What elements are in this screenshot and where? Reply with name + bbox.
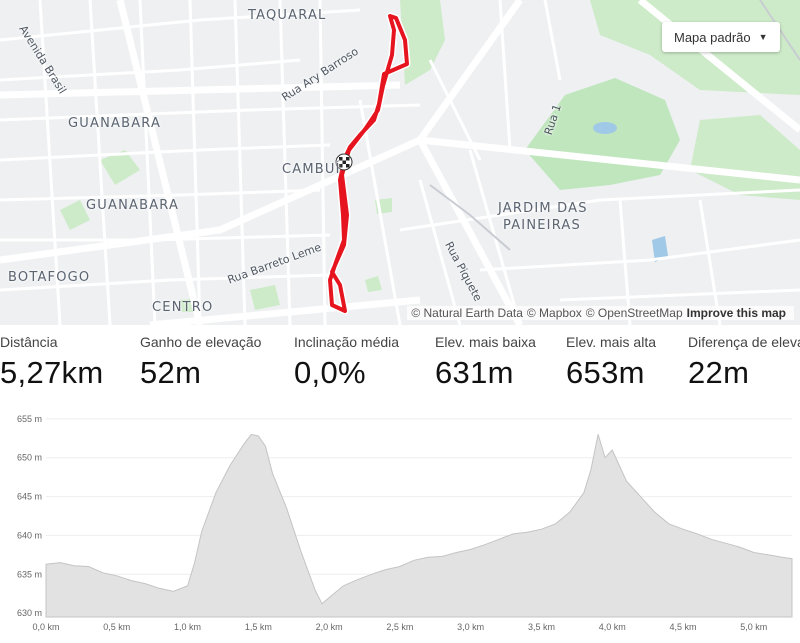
- checkered-flag-icon[interactable]: [335, 153, 353, 171]
- x-tick-label: 3,5 km: [528, 622, 555, 632]
- map-attribution: © Natural Earth Data © Mapbox © OpenStreet…: [407, 306, 794, 320]
- park-area: [250, 285, 280, 310]
- lake: [652, 236, 668, 262]
- stat-label: Ganho de elevação: [140, 334, 262, 350]
- x-tick-label: 3,0 km: [457, 622, 484, 632]
- park-area: [365, 276, 382, 292]
- elevation-stats: Distância 5,27km Ganho de elevação 52m I…: [0, 334, 800, 394]
- x-tick-label: 2,0 km: [316, 622, 343, 632]
- stat-value: 631m: [435, 355, 514, 390]
- stat-label: Elev. mais baixa: [435, 334, 536, 350]
- park-area: [690, 115, 800, 200]
- y-tick-label: 630 m: [17, 608, 42, 618]
- stat-value: 22m: [688, 355, 750, 390]
- map-style-dropdown[interactable]: Mapa padrão ▼: [662, 22, 780, 52]
- map-style-label: Mapa padrão: [674, 29, 751, 45]
- major-roads: [0, 0, 800, 325]
- neighborhood-label: CAMBUÍ: [282, 162, 341, 177]
- stat-value: 5,27km: [0, 355, 104, 390]
- elevation-chart[interactable]: 630 m 635 m 640 m 645 m 650 m 655 m 0,0 km 0,5…: [0, 405, 800, 643]
- x-tick-label: 4,0 km: [599, 622, 626, 632]
- y-axis: 630 m 635 m 640 m 645 m 650 m 655 m: [17, 414, 42, 618]
- stat-value: 52m: [140, 355, 202, 390]
- y-tick-label: 645 m: [17, 492, 42, 502]
- neighborhood-label: BOTAFOGO: [8, 270, 91, 285]
- x-tick-label: 4,5 km: [669, 622, 696, 632]
- route-map[interactable]: TAQUARAL GUANABARA GUANABARA CAMBUÍ JARD…: [0, 0, 800, 325]
- x-tick-label: 2,5 km: [386, 622, 413, 632]
- x-tick-label: 1,5 km: [245, 622, 272, 632]
- neighborhood-label: PAINEIRAS: [503, 218, 581, 233]
- neighborhood-label: JARDIM DAS: [498, 201, 588, 216]
- x-tick-label: 5,0 km: [740, 622, 767, 632]
- stat-distance: Distância 5,27km: [0, 334, 103, 391]
- route-line[interactable]: [328, 14, 409, 313]
- osm-link[interactable]: © OpenStreetMap: [585, 306, 683, 320]
- stat-elevation-gain: Ganho de elevação 52m: [140, 334, 261, 391]
- y-tick-label: 655 m: [17, 414, 42, 424]
- stat-label: Elev. mais alta: [566, 334, 656, 350]
- stat-highest-elevation: Elev. mais alta 653m: [566, 334, 656, 391]
- stat-label: Distância: [0, 334, 58, 350]
- x-tick-label: 0,0 km: [32, 622, 59, 632]
- elevation-area: [45, 433, 793, 618]
- stat-value: 0,0%: [294, 355, 366, 390]
- park-area: [100, 150, 140, 185]
- x-tick-label: 0,5 km: [103, 622, 130, 632]
- mapbox-link[interactable]: © Mapbox: [526, 306, 582, 320]
- y-tick-label: 640 m: [17, 530, 42, 540]
- park-area: [60, 200, 90, 230]
- map-canvas: [0, 0, 800, 325]
- neighborhood-label: TAQUARAL: [248, 8, 327, 23]
- stat-lowest-elevation: Elev. mais baixa 631m: [435, 334, 536, 391]
- park-area: [400, 0, 445, 85]
- lake: [593, 122, 617, 134]
- rail-line: [429, 0, 800, 251]
- stat-value: 653m: [566, 355, 645, 390]
- x-tick-label: 1,0 km: [174, 622, 201, 632]
- stat-label: Inclinação média: [294, 334, 400, 350]
- natural-earth-link[interactable]: © Natural Earth Data: [411, 306, 523, 320]
- neighborhood-label: CENTRO: [152, 300, 214, 315]
- stat-elevation-difference: Diferença de elevação 22m: [688, 334, 800, 391]
- caret-down-icon: ▼: [758, 32, 768, 42]
- improve-map-link[interactable]: Improve this map: [686, 306, 786, 320]
- stat-average-grade: Inclinação média 0,0%: [294, 334, 399, 391]
- stat-label: Diferença de elevação: [688, 334, 800, 350]
- y-tick-label: 635 m: [17, 569, 42, 579]
- neighborhood-label: GUANABARA: [86, 198, 180, 213]
- y-tick-label: 650 m: [17, 453, 42, 463]
- x-axis: 0,0 km 0,5 km 1,0 km 1,5 km 2,0 km 2,5 km 3,0 …: [32, 622, 767, 632]
- neighborhood-label: GUANABARA: [68, 116, 162, 131]
